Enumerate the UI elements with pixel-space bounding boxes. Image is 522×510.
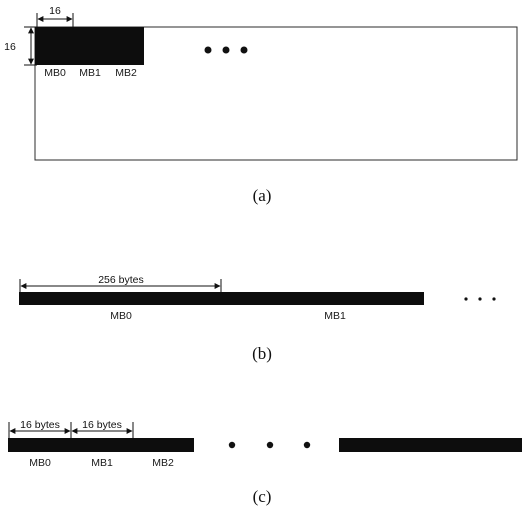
caption-b: (b) [252,344,272,363]
frame-rectangle [34,26,518,161]
panel-a: 16 16 MB0 MB1 MB2 (a) [4,5,518,205]
height-label: 16 [4,41,16,53]
ellipsis-dot-a-1 [222,46,230,54]
dimension-label-c-0: 16 bytes [20,419,60,431]
mb-label-c-0: MB0 [29,457,51,469]
ellipsis-dot-c-2 [303,441,311,449]
macroblock-strip-a [35,27,144,65]
mb-label-a-2: MB2 [115,67,137,79]
caption-c: (c) [253,487,272,506]
ellipsis-dot-b-1 [478,297,482,301]
byte-strip-c-left [8,438,194,452]
dimension-label-c-1: 16 bytes [82,419,122,431]
width-label: 16 [49,5,61,17]
mb-label-c-2: MB2 [152,457,174,469]
mb-label-b-0: MB0 [110,310,132,322]
ellipsis-dot-a-0 [204,46,212,54]
mb-label-a-1: MB1 [79,67,101,79]
ellipsis-dot-c-0 [228,441,236,449]
mb-label-c-1: MB1 [91,457,113,469]
mb-label-a-0: MB0 [44,67,66,79]
mb-label-b-1: MB1 [324,310,346,322]
caption-a: (a) [253,186,272,205]
ellipsis-dot-c-1 [266,441,274,449]
ellipsis-dot-b-2 [492,297,496,301]
byte-strip-b [19,292,424,305]
ellipsis-dot-a-2 [240,46,248,54]
ellipsis-dot-b-0 [464,297,468,301]
panel-c: 16 bytes 16 bytes MB0 MB1 MB2 (c) [8,419,522,506]
dimension-label-b: 256 bytes [98,274,144,286]
panel-b: 256 bytes MB0 MB1 (b) [19,274,496,363]
byte-strip-c-right [339,438,522,452]
